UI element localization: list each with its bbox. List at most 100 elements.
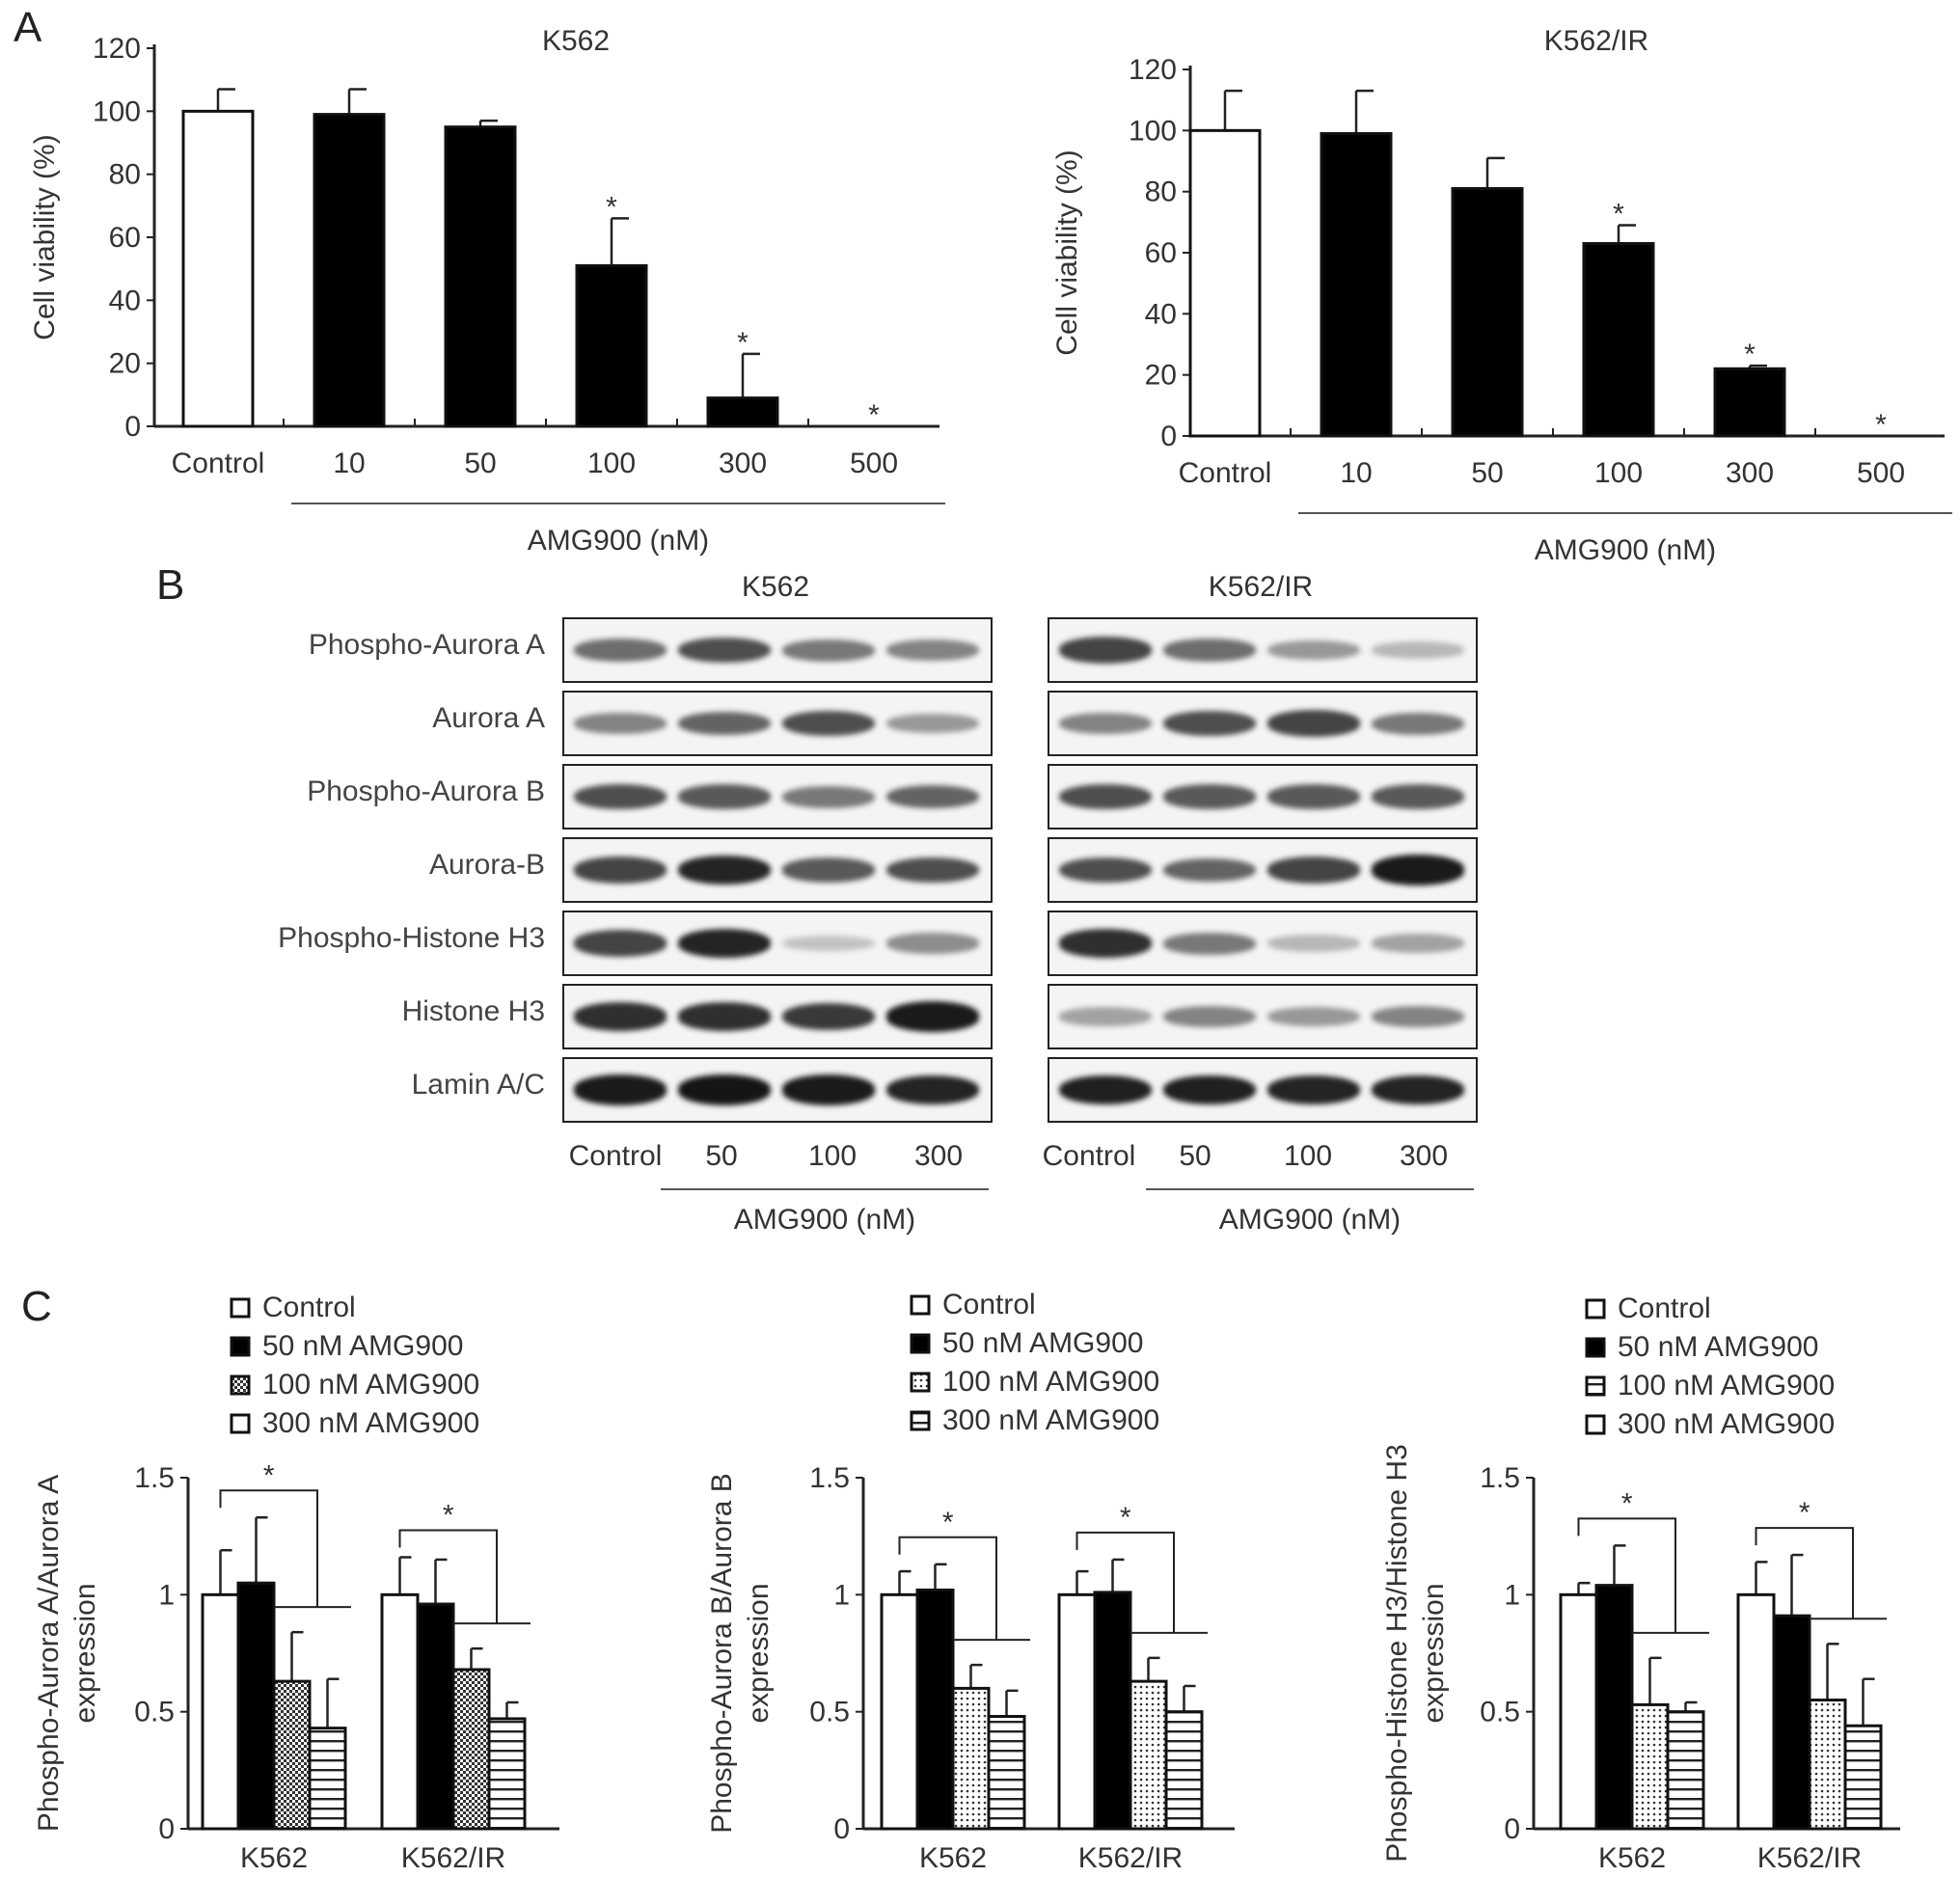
bar-K562/IR-3 — [1843, 1724, 1883, 1831]
blot-band — [782, 935, 875, 952]
significance-mark: * — [868, 399, 880, 431]
chart-title: K562/IR — [1544, 25, 1648, 57]
significance-mark: * — [942, 1507, 954, 1538]
blot-band — [574, 712, 667, 735]
blot-strip — [1048, 617, 1478, 683]
y-axis-label: Cell viability (%) — [29, 134, 61, 340]
x-tick-label: 300 — [1726, 457, 1774, 489]
y-tick-label: 1 — [833, 1579, 850, 1611]
x-tick-label: Control — [1179, 457, 1272, 489]
significance-mark: * — [1613, 199, 1624, 231]
bar-K562/IR-1 — [1093, 1591, 1132, 1831]
legend-label: 50 nM AMG900 — [1618, 1331, 1818, 1363]
bar-K562-0 — [201, 1592, 240, 1831]
x-tick-label: 10 — [333, 448, 365, 479]
x-tick-label: 50 — [1471, 457, 1503, 489]
bar-K562-0 — [880, 1592, 919, 1831]
significance-mark: * — [1120, 1502, 1131, 1534]
blot-band — [782, 710, 875, 737]
bar-K562/IR-1 — [1772, 1614, 1811, 1831]
blot-band — [1267, 857, 1360, 884]
y-tick-label: 0 — [158, 1813, 175, 1845]
bar-50 — [444, 125, 517, 428]
x-axis-label: AMG900 (nM) — [528, 525, 709, 557]
legend-swatch — [910, 1294, 931, 1316]
significance-mark: * — [737, 327, 749, 359]
blot-band — [782, 1002, 875, 1031]
blot-strip — [1048, 764, 1478, 830]
x-tick-label: K562/IR — [401, 1842, 505, 1874]
aurora-a-expression-chart: Control 50 nM AMG900 100 nM AMG900 300 nM A… — [33, 1292, 559, 1874]
y-tick-label: 0.5 — [1480, 1697, 1520, 1728]
y-tick-label: 1.5 — [134, 1462, 175, 1494]
viability-chart-k562ir: K562/IR 0 20 40 60 80 100 120 Cell viability (%)… — [1051, 25, 1952, 566]
blot-band — [678, 711, 771, 736]
y-tick-label: 0 — [124, 411, 141, 443]
y-tick-label: 40 — [1145, 298, 1177, 330]
x-tick-label: 300 — [719, 448, 767, 479]
blot-band — [678, 928, 771, 959]
blot-row-label: Histone H3 — [401, 995, 545, 1027]
blot-band — [886, 1075, 979, 1105]
y-axis-label: Phospho-Histone H3/Histone H3 — [1381, 1444, 1413, 1863]
x-tick-label: 100 — [587, 448, 636, 479]
legend-label: 300 nM AMG900 — [262, 1407, 479, 1439]
blot-strip — [562, 911, 993, 976]
blot-row-label: Phospho-Aurora A — [308, 629, 545, 661]
blot-band — [678, 1002, 771, 1031]
y-tick-label: 0 — [1504, 1813, 1520, 1845]
bar-K562/IR-3 — [1164, 1710, 1204, 1831]
x-tick-label: 50 — [464, 448, 496, 479]
blot-band — [1059, 1075, 1152, 1105]
y-axis-label: Phospho-Aurora B/Aurora B — [706, 1473, 738, 1834]
y-tick-label: 1 — [1504, 1579, 1520, 1611]
blot-band — [1163, 639, 1256, 662]
bar-300 — [1713, 367, 1786, 438]
y-tick-label: 1 — [158, 1579, 175, 1611]
x-tick-label: K562/IR — [1757, 1842, 1862, 1874]
significance-mark: * — [1744, 339, 1756, 370]
blot-band — [1059, 712, 1152, 735]
x-tick-label: 500 — [850, 448, 898, 479]
significance-bracket — [1577, 1517, 1676, 1633]
y-tick-label: 120 — [1129, 54, 1177, 86]
bar-K562-3 — [987, 1715, 1026, 1831]
bar-K562/IR-0 — [380, 1592, 420, 1831]
bar-Control — [1188, 128, 1262, 438]
y-tick-label: 20 — [109, 348, 141, 380]
legend-swatch — [230, 1336, 251, 1357]
blot-band — [1163, 710, 1256, 737]
bar-100 — [1582, 242, 1655, 438]
lane-label: 100 — [807, 1140, 858, 1172]
blot-band — [574, 930, 667, 957]
blot-band — [886, 713, 979, 734]
y-axis-label: Cell viability (%) — [1051, 150, 1083, 355]
blot-strip — [562, 617, 993, 683]
legend-swatch — [1585, 1298, 1606, 1319]
bar-K562/IR-0 — [1057, 1592, 1097, 1831]
significance-mark: * — [606, 191, 617, 223]
legend-label: 50 nM AMG900 — [262, 1330, 463, 1362]
blot-band — [886, 857, 979, 884]
significance-bracket — [398, 1529, 498, 1624]
x-tick-label: 100 — [1594, 457, 1643, 489]
x-tick-label: 10 — [1340, 457, 1372, 489]
bar-K562/IR-2 — [1808, 1699, 1847, 1831]
blot-band — [1163, 1075, 1256, 1105]
y-tick-label: 0.5 — [809, 1697, 850, 1728]
bar-K562-0 — [1559, 1592, 1598, 1831]
legend-swatch — [910, 1333, 931, 1354]
panel-letter-c: C — [21, 1283, 52, 1330]
legend-label: Control — [1618, 1292, 1711, 1324]
significance-bracket — [898, 1536, 997, 1641]
bar-K562/IR-2 — [1129, 1679, 1168, 1831]
legend-label: Control — [942, 1289, 1036, 1320]
legend-swatch — [1585, 1337, 1606, 1358]
blot-band — [1372, 934, 1464, 953]
y-tick-label: 20 — [1145, 360, 1177, 392]
y-tick-label: 100 — [93, 95, 141, 127]
legend-label: 300 nM AMG900 — [942, 1404, 1159, 1436]
bar-K562-1 — [236, 1581, 276, 1831]
legend-label: 100 nM AMG900 — [262, 1369, 479, 1401]
legend-swatch — [230, 1297, 251, 1319]
